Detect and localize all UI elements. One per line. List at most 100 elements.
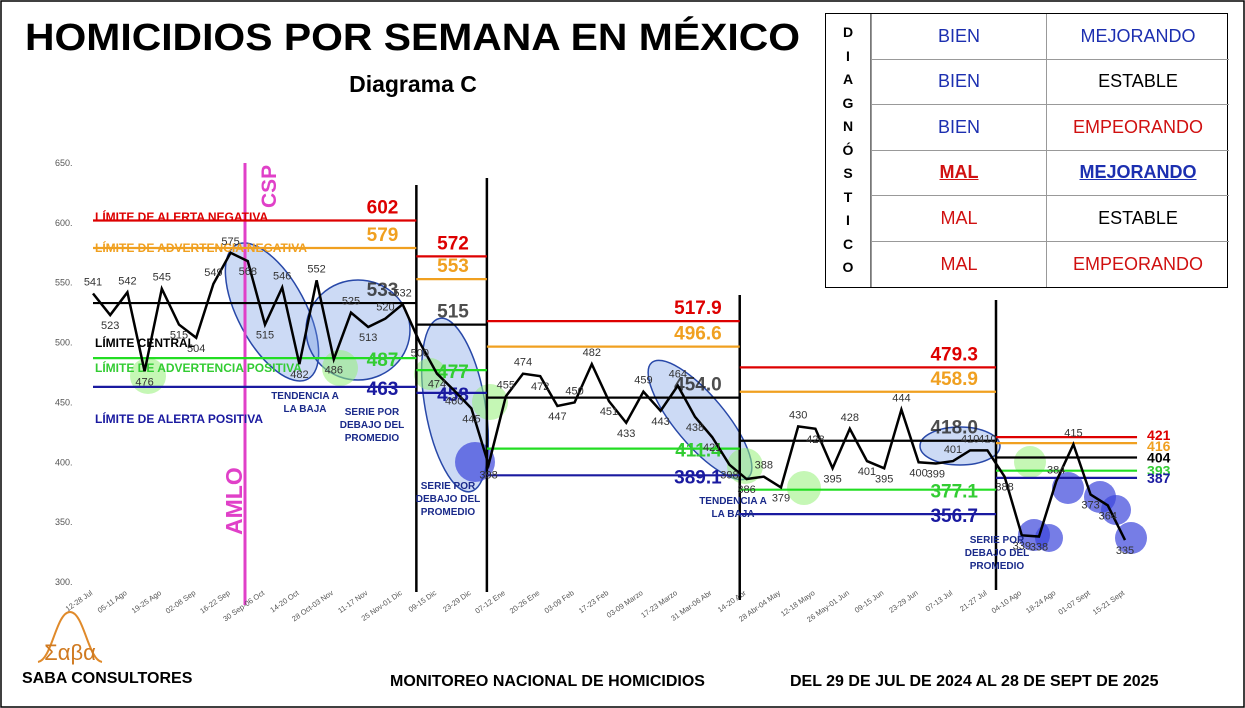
value-label: 460	[445, 395, 463, 407]
limit-label: 458.9	[930, 369, 978, 390]
x-tick-label: 07-13 Jul	[924, 588, 955, 613]
annotation: TENDENCIA A	[271, 391, 339, 402]
limit-label: 579	[367, 225, 399, 246]
circle	[787, 471, 821, 505]
limit-label: 421	[1147, 427, 1171, 443]
value-label: 430	[789, 409, 807, 421]
limit-label: 515	[437, 302, 469, 323]
csp-label: CSP	[258, 165, 281, 208]
value-label: 451	[600, 406, 618, 418]
annotation: DEBAJO DEL	[416, 494, 480, 505]
annotation: SERIE POR	[421, 481, 476, 492]
value-label: 552	[307, 263, 325, 275]
value-label: 545	[153, 272, 171, 284]
limit-name: LÍMITE DE ADVERTENCIA NEGATIVA	[95, 240, 307, 255]
x-tick-label: 05-11 Ago	[96, 588, 129, 615]
x-tick-label: 09-15 Jun	[853, 588, 885, 615]
value-label: 395	[875, 473, 893, 485]
x-tick-label: 19-25 Ago	[130, 588, 163, 615]
limit-name: LÍMITE DE ALERTA NEGATIVA	[95, 209, 268, 224]
diagnosis-cell: MEJORANDO	[1046, 14, 1229, 60]
limit-label: 454.0	[674, 375, 722, 396]
y-tick-label: 650.	[55, 158, 73, 168]
value-label: 410	[978, 433, 996, 445]
annotation: SERIE POR	[345, 407, 400, 418]
diagnosis-cell: BIEN	[871, 14, 1046, 60]
circle	[1014, 446, 1046, 478]
diagnosis-cell: EMPEORANDO	[1046, 105, 1229, 151]
y-tick-label: 400.	[55, 457, 73, 467]
value-label: 575	[221, 236, 239, 248]
annotation: PROMEDIO	[345, 433, 400, 444]
value-label: 443	[651, 416, 669, 428]
value-label: 474	[428, 379, 446, 391]
diagnosis-cell: BIEN	[871, 59, 1046, 105]
diagnosis-cell: MAL	[871, 241, 1046, 287]
x-tick-label: 07-12 Ene	[473, 588, 507, 615]
limit-label: 572	[437, 233, 469, 254]
value-label: 542	[118, 275, 136, 287]
diagnosis-cell: BIEN	[871, 105, 1046, 151]
annotation: SERIE POR	[970, 535, 1025, 546]
value-label: 450	[565, 385, 583, 397]
diagnosis-cell: MEJORANDO	[1046, 150, 1229, 196]
value-label: 549	[204, 267, 222, 279]
value-label: 486	[325, 364, 343, 376]
limit-label: 479.3	[930, 344, 978, 365]
y-tick-label: 450.	[55, 397, 73, 407]
logo-curve	[37, 610, 103, 663]
value-label: 364	[1099, 510, 1117, 522]
value-label: 415	[1064, 427, 1082, 439]
logo-text: Σαβα	[44, 640, 96, 665]
diagnosis-table: DIAGNÓSTICO BIEN MEJORANDO BIEN ESTABLE BIEN…	[825, 13, 1229, 288]
x-tick-label: 23-29 Jun	[887, 588, 919, 615]
annotation: DEBAJO DEL	[340, 420, 404, 431]
value-label: 398	[720, 470, 738, 482]
value-label: 525	[342, 296, 360, 308]
value-label: 445	[462, 413, 480, 425]
limit-label: 387	[1147, 470, 1171, 486]
circle	[414, 358, 446, 390]
limit-label: 393	[1147, 463, 1171, 479]
value-label: 455	[497, 379, 515, 391]
x-tick-label: 20-26 Ene	[508, 588, 542, 615]
x-tick-label: 15-21 Sept	[1091, 588, 1127, 617]
diagnosis-cell: ESTABLE	[1046, 59, 1229, 105]
y-tick-label: 550.	[55, 278, 73, 288]
value-label: 384	[1047, 464, 1065, 476]
value-label: 428	[841, 412, 859, 424]
limit-label: 487	[367, 350, 399, 371]
value-label: 421	[703, 442, 721, 454]
x-tick-label: 12-28 Jul	[64, 588, 95, 613]
annotation: PROMEDIO	[970, 561, 1025, 572]
value-label: 438	[686, 422, 704, 434]
limit-label: 411.4	[675, 441, 722, 462]
limit-label: 377.1	[930, 482, 978, 503]
diagnosis-cell: EMPEORANDO	[1046, 241, 1229, 287]
ellipse	[919, 426, 1001, 466]
period: DEL 29 DE JUL DE 2024 AL 28 DE SEPT DE 2…	[790, 673, 1159, 690]
value-label: 513	[359, 332, 377, 344]
limit-label: 602	[367, 197, 399, 218]
value-label: 401	[858, 466, 876, 478]
value-label: 541	[84, 276, 102, 288]
value-label: 400	[909, 467, 927, 479]
circle	[1052, 472, 1084, 504]
limit-label: 356.7	[930, 506, 978, 527]
value-label: 482	[290, 369, 308, 381]
x-tick-label: 18-24 Ago	[1024, 588, 1057, 615]
value-label: 515	[256, 330, 274, 342]
value-label: 339	[1013, 540, 1031, 552]
value-label: 520	[376, 302, 394, 314]
diagnosis-header: DIAGNÓSTICO	[842, 24, 854, 276]
value-label: 338	[1030, 542, 1048, 554]
x-tick-label: 02-08 Sep	[164, 588, 198, 615]
value-label: 523	[101, 320, 119, 332]
value-label: 500	[411, 348, 429, 360]
value-label: 398	[479, 470, 497, 482]
y-tick-label: 350.	[55, 517, 73, 527]
annotation: TENDENCIA A	[699, 496, 767, 507]
